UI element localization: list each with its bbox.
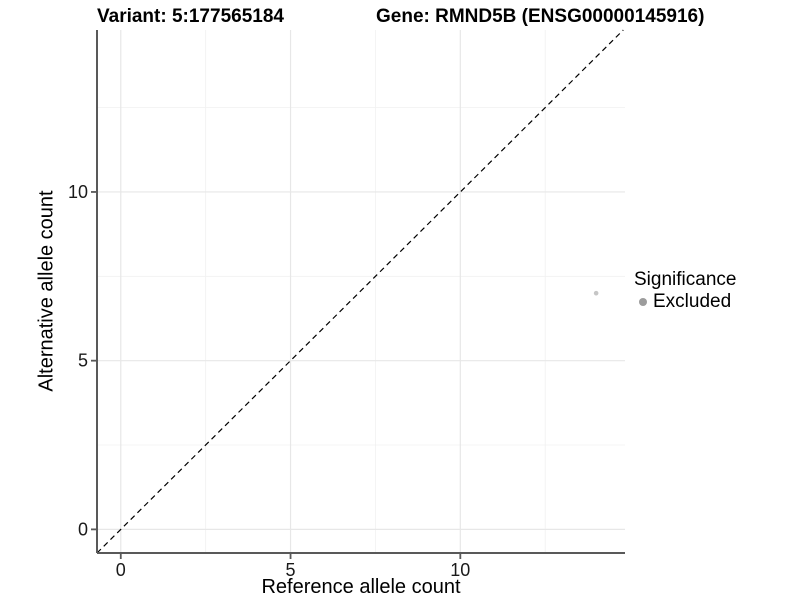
x-tick-label: 0: [116, 560, 126, 580]
y-axis-title: Alternative allele count: [35, 190, 58, 392]
legend-key-dot: [639, 298, 647, 306]
y-tick-label: 10: [68, 182, 88, 202]
data-point: [593, 290, 599, 296]
x-tick-label: 10: [450, 560, 470, 580]
variant-title: Variant: 5:177565184: [97, 6, 284, 27]
y-tick-label: 5: [78, 351, 88, 371]
gene-title: Gene: RMND5B (ENSG00000145916): [376, 6, 705, 27]
legend: Significance Excluded: [634, 269, 736, 313]
legend-title: Significance: [634, 269, 737, 290]
legend-entry-label: Excluded: [653, 291, 732, 312]
x-tick-label: 5: [286, 560, 296, 580]
y-tick-label: 0: [78, 519, 88, 539]
legend-entry-excluded: Excluded: [634, 291, 736, 313]
identity-line: [96, 29, 624, 554]
x-axis-title: Reference allele count: [261, 576, 461, 598]
